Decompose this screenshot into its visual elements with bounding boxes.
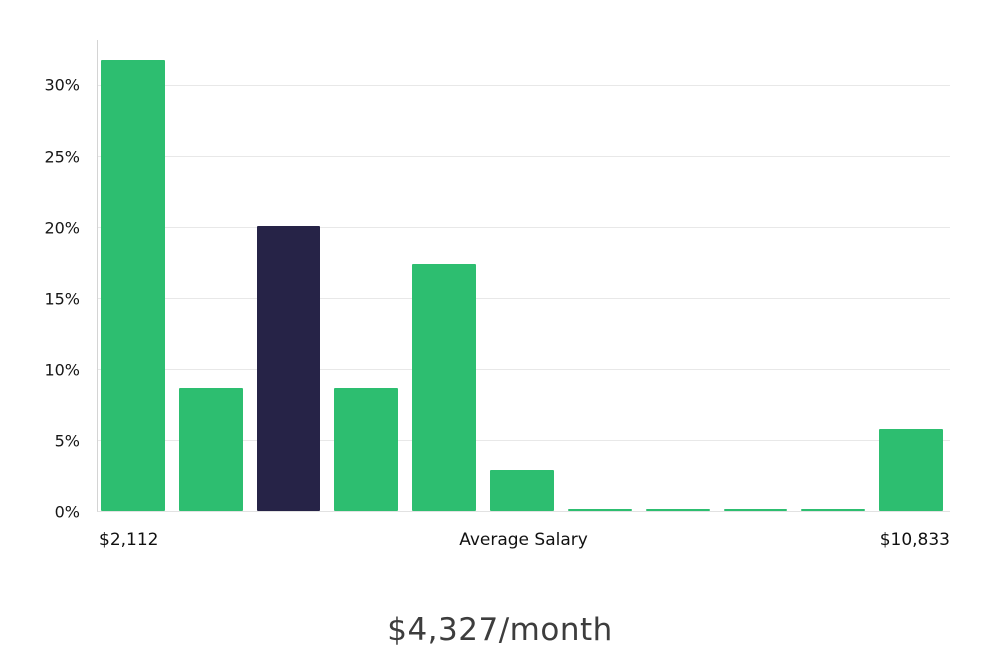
bar-highlighted (256, 225, 321, 511)
bar (178, 387, 243, 511)
gridline (98, 298, 950, 300)
bar (723, 508, 788, 511)
y-tick-label: 30% (44, 75, 80, 95)
y-tick-label: 25% (44, 147, 80, 167)
gridline (98, 156, 950, 158)
average-salary-per-month-title: $4,327/month (387, 612, 613, 648)
y-tick-label: 10% (44, 360, 80, 380)
y-tick-label: 5% (54, 431, 80, 451)
bar (334, 387, 399, 511)
plot-area (97, 40, 950, 512)
bar (645, 508, 710, 511)
bar (801, 508, 866, 511)
bar (490, 469, 554, 511)
gridline (98, 440, 950, 442)
y-tick-label: 20% (44, 218, 80, 238)
bars-container (98, 40, 950, 511)
y-axis: 0% 5% 10% 15% 20% 25% 30% (0, 40, 90, 522)
bar (101, 59, 165, 511)
gridline (98, 369, 950, 371)
bar (567, 508, 632, 511)
y-tick-label: 0% (54, 502, 80, 522)
x-axis-labels: $2,112 Average Salary $10,833 (97, 530, 950, 556)
x-label-min-salary: $2,112 (99, 530, 159, 550)
gridline (98, 227, 950, 229)
gridline (98, 85, 950, 87)
bar (412, 264, 477, 511)
x-label-average-salary: Average Salary (459, 530, 588, 550)
bar (879, 428, 943, 511)
x-label-max-salary: $10,833 (879, 530, 950, 550)
y-tick-label: 15% (44, 289, 80, 309)
